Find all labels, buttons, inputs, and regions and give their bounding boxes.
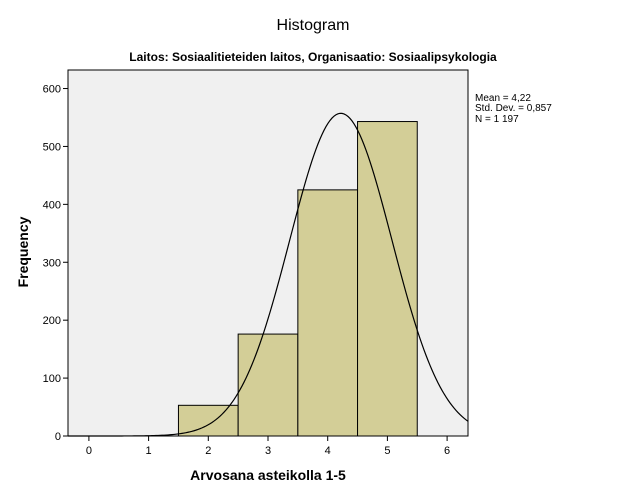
x-tick-label: 5	[384, 445, 390, 457]
histogram-bar	[357, 121, 418, 437]
x-tick-label: 6	[444, 445, 450, 457]
x-tick-label: 0	[86, 445, 92, 457]
y-tick-label: 600	[43, 84, 61, 96]
statistics-box: Mean = 4,22 Std. Dev. = 0,857 N = 1 197	[475, 93, 552, 125]
y-axis: 0 100 200 300 400 500 600	[43, 84, 68, 443]
x-tick-label: 1	[146, 445, 152, 457]
y-axis-label: Frequency	[15, 216, 31, 287]
stat-std-dev: Std. Dev. = 0,857	[475, 103, 552, 114]
histogram-bars	[177, 121, 418, 437]
y-tick-label: 500	[43, 141, 61, 153]
normal-curve	[68, 112, 469, 437]
x-tick-label: 3	[265, 445, 271, 457]
x-tick-label: 4	[325, 445, 331, 457]
y-tick-label: 100	[43, 373, 61, 385]
chart-title: Histogram	[277, 17, 350, 34]
y-tick-label: 200	[43, 315, 61, 327]
chart-subtitle: Laitos: Sosiaalitieteiden laitos, Organi…	[129, 50, 497, 64]
y-tick-label: 400	[43, 199, 61, 211]
x-axis: 0 1 2 3 4 5 6	[86, 436, 450, 457]
y-tick-label: 300	[43, 257, 61, 269]
x-tick-label: 2	[205, 445, 211, 457]
x-axis-label: Arvosana asteikolla 1-5	[190, 467, 346, 483]
y-tick-label: 0	[55, 431, 61, 443]
histogram-bar	[297, 189, 359, 437]
stat-mean: Mean = 4,22	[475, 93, 531, 104]
histogram-bar	[177, 404, 239, 437]
stat-n: N = 1 197	[475, 114, 519, 125]
histogram-bar	[237, 333, 299, 437]
